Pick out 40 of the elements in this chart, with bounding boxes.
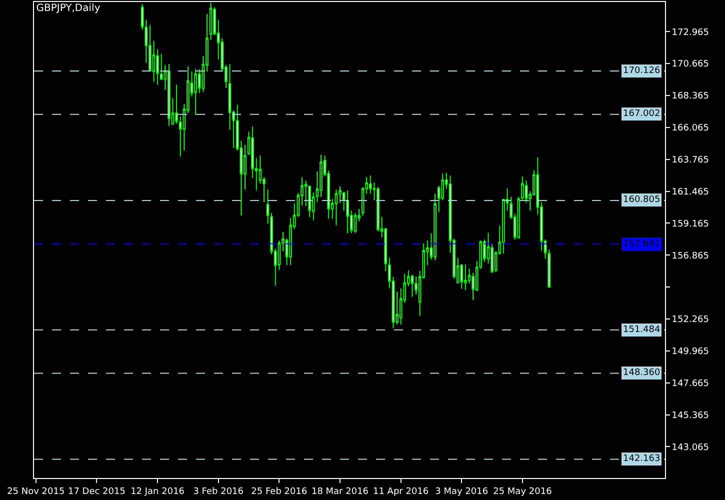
ref-line-label: 148.360	[623, 368, 660, 378]
y-tick-label: 170.665	[672, 60, 710, 70]
ref-line-label: 170.126	[623, 66, 660, 76]
y-tick-label: 168.365	[672, 92, 710, 102]
x-tick-label: 18 Mar 2016	[311, 486, 369, 497]
y-tick-label: 156.865	[672, 251, 710, 262]
y-tick-label: 163.765	[672, 156, 710, 166]
ref-line-label: 167.002	[623, 109, 660, 119]
chart-title: GBPJPY,Daily	[36, 3, 100, 14]
x-tick-label: 12 Jan 2016	[130, 486, 185, 497]
y-tick-label: 152.265	[672, 315, 710, 326]
x-tick-label: 25 May 2016	[493, 486, 552, 497]
x-tick-label: 11 Apr 2016	[372, 486, 429, 497]
x-tick-label: 3 Feb 2016	[193, 486, 244, 497]
ref-line-label: 157.681	[623, 239, 660, 249]
y-tick-label: 161.465	[672, 187, 710, 198]
y-tick-label: 143.065	[672, 442, 710, 453]
y-tick-label: 172.965	[672, 28, 710, 38]
candlestick	[194, 68, 197, 116]
candlestick	[434, 193, 436, 261]
x-tick-label: 25 Feb 2016	[251, 486, 308, 497]
candlestick	[521, 176, 524, 200]
x-tick-label: 17 Dec 2015	[68, 486, 126, 497]
ref-line-label: 151.484	[623, 325, 660, 335]
ref-line-label: 142.163	[623, 454, 660, 464]
candlestick	[410, 274, 414, 298]
x-tick-label: 25 Nov 2015	[7, 486, 65, 497]
y-tick-label: 149.965	[672, 347, 710, 358]
ref-line-label: 160.805	[623, 195, 660, 205]
y-tick-label: 166.065	[672, 124, 710, 134]
y-tick-label: 145.365	[672, 410, 710, 421]
candlestick	[464, 264, 467, 291]
candlestick	[346, 190, 350, 234]
y-tick-label: 147.665	[672, 378, 710, 389]
candlestick	[334, 189, 338, 226]
y-tick-label: 159.165	[672, 219, 710, 230]
candlestick	[354, 212, 357, 234]
candlestick	[517, 196, 520, 239]
x-tick-label: 3 May 2016	[435, 486, 488, 497]
candlestick	[168, 63, 170, 126]
